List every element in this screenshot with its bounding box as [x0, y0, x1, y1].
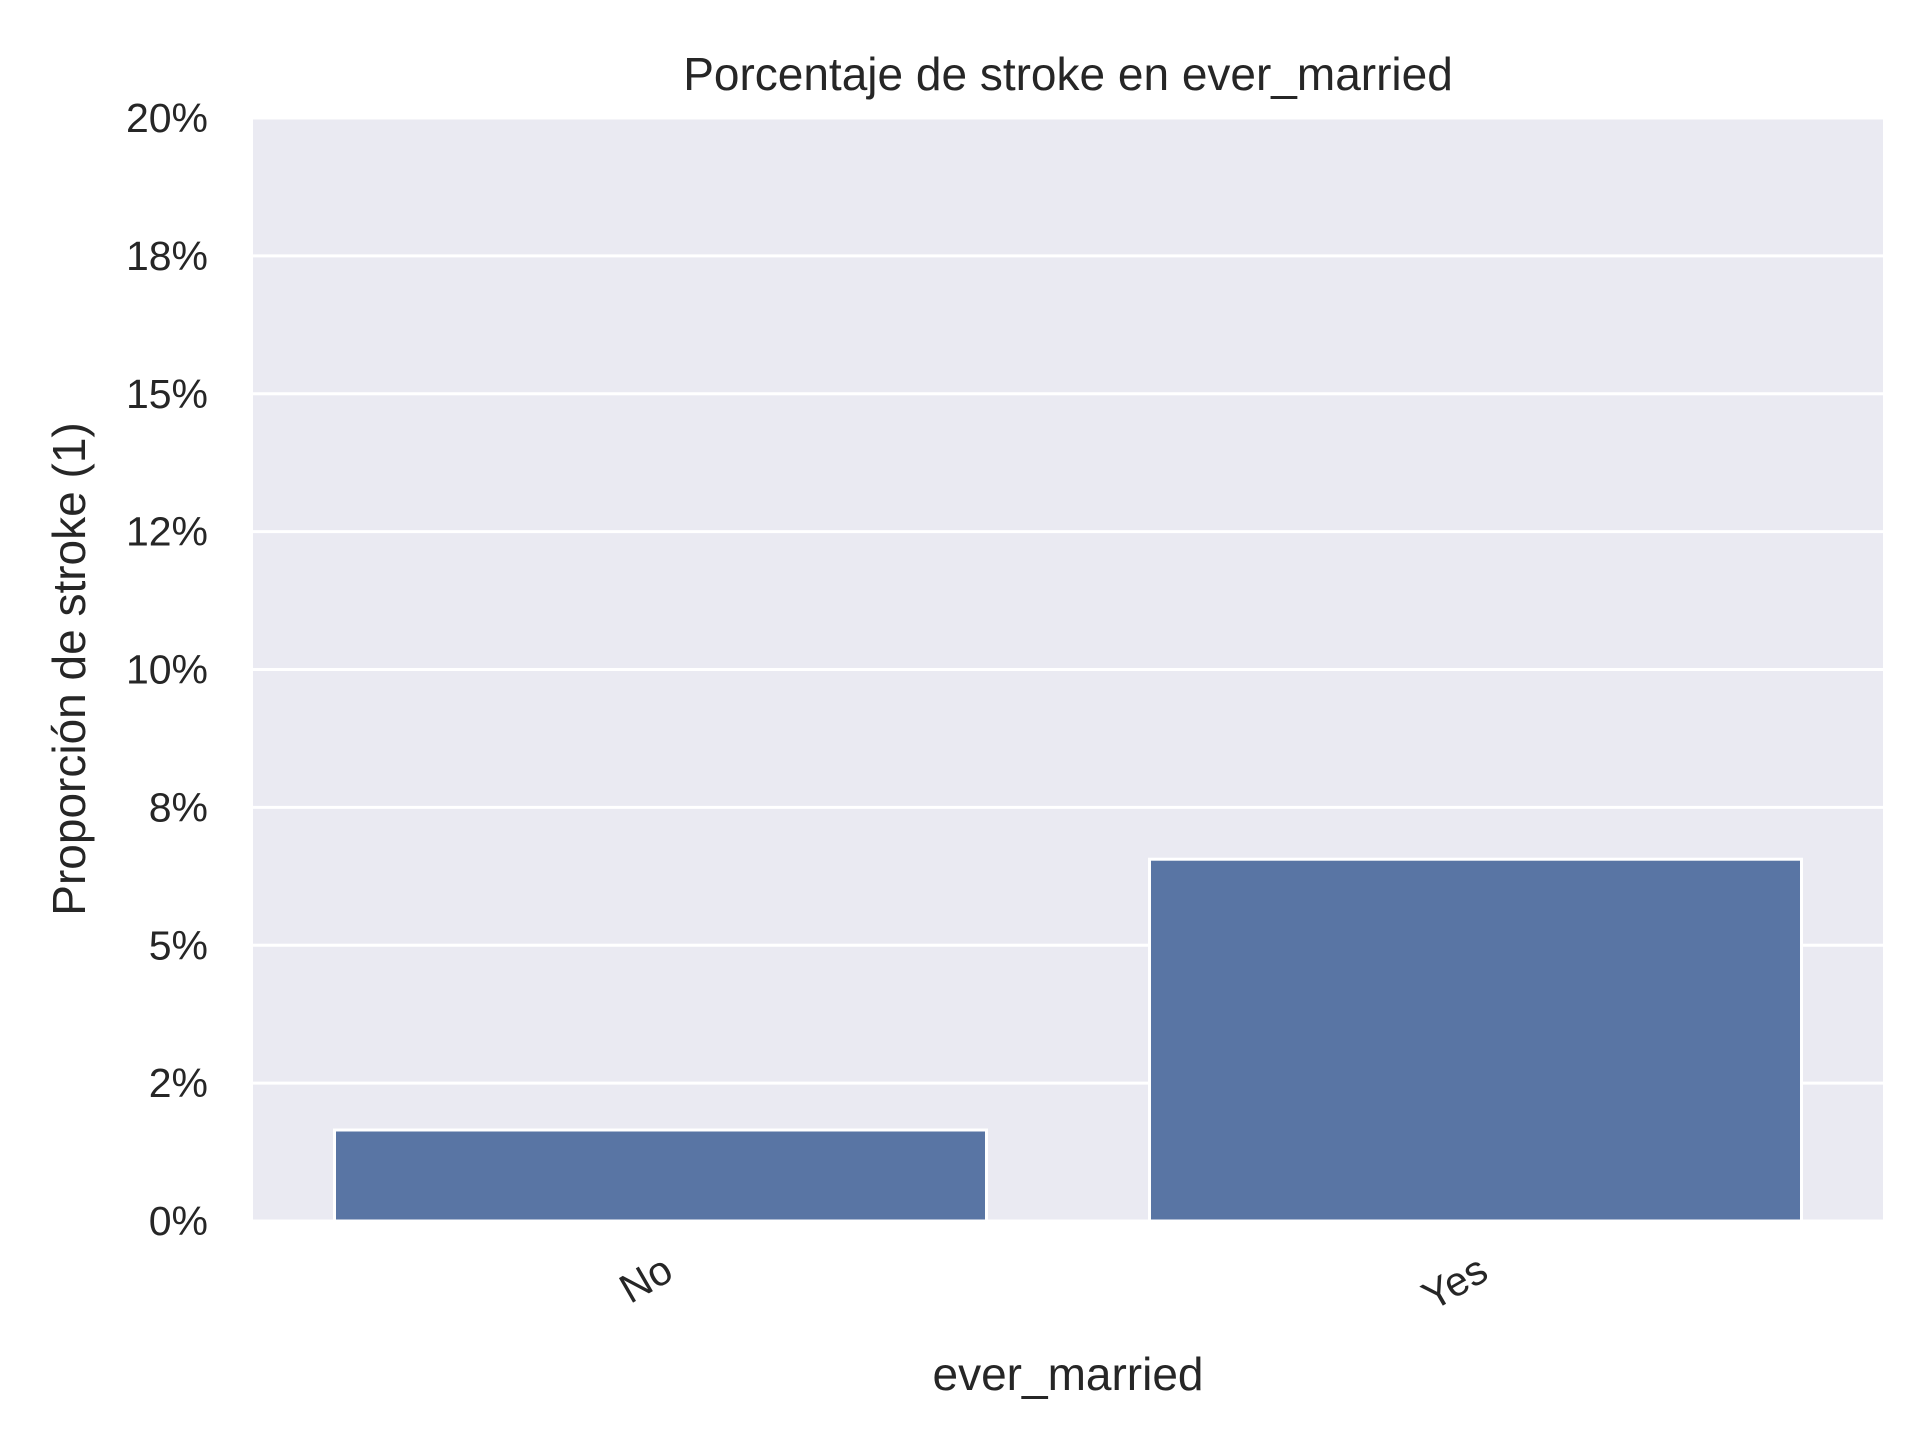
bars: [333, 857, 1803, 1223]
x-tick-label: Yes: [1414, 1246, 1495, 1319]
y-axis-label: Proporción de stroke (1): [43, 422, 95, 915]
y-tick-label: 8%: [149, 784, 208, 830]
y-tick-label: 2%: [149, 1060, 208, 1106]
y-tick-label: 20%: [126, 95, 208, 141]
x-axis-ticks: No Yes: [612, 1246, 1495, 1319]
chart-title: Porcentaje de stroke en ever_married: [683, 48, 1453, 100]
bar-no: [333, 1128, 988, 1223]
y-tick-label: 10%: [126, 647, 208, 693]
bar-yes: [1148, 857, 1803, 1223]
y-tick-label: 15%: [126, 371, 208, 417]
x-tick-label: No: [612, 1246, 680, 1312]
y-tick-label: 0%: [149, 1198, 208, 1244]
y-tick-label: 18%: [126, 233, 208, 279]
y-tick-label: 5%: [149, 922, 208, 968]
x-axis-label: ever_married: [933, 1348, 1204, 1400]
y-axis-ticks: 0% 2% 5% 8% 10% 12% 15% 18% 20%: [126, 95, 208, 1244]
y-tick-label: 12%: [126, 509, 208, 555]
